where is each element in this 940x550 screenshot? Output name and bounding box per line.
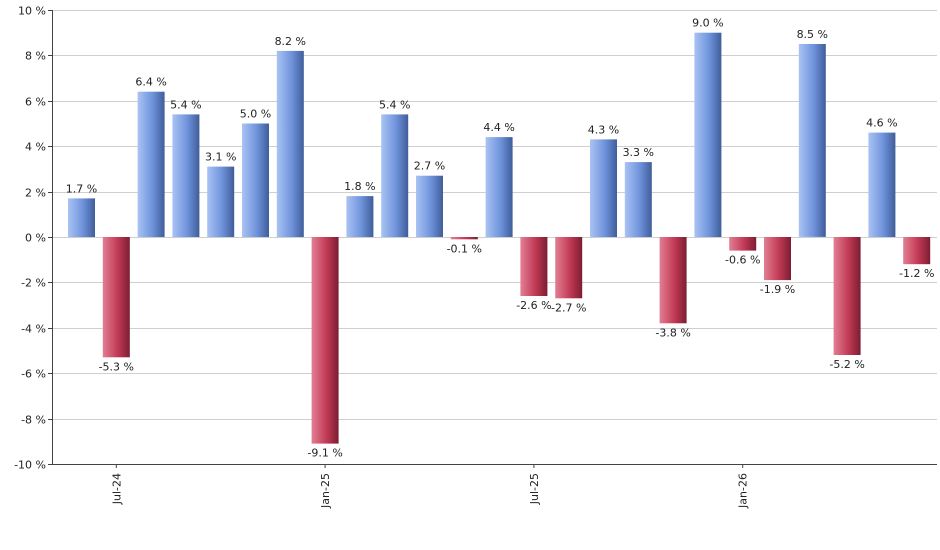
- axes: 10 % 8 % 6 % 4 % 2 % 0 % -2 % -4 % -6 % -8 % -10 %…: [14, 5, 937, 509]
- bar-value-label: 3.1 %: [205, 151, 236, 164]
- bar-value-label: -0.6 %: [725, 254, 760, 267]
- bar-value-label: -2.6 %: [516, 299, 551, 312]
- y-tick-label: 4 %: [25, 141, 46, 154]
- bar-value-label: -2.7 %: [551, 301, 586, 314]
- bar-value-label: 3.3 %: [623, 146, 654, 159]
- bar-value-label: -5.2 %: [829, 358, 864, 371]
- bar-value-label: 5.0 %: [240, 108, 271, 121]
- bar: [172, 114, 200, 237]
- x-tick-label: Jan-26: [737, 473, 750, 509]
- bar: [207, 166, 235, 237]
- bar-value-label: 1.8 %: [344, 180, 375, 193]
- bar: [346, 196, 374, 237]
- bar-value-label: -1.9 %: [760, 283, 795, 296]
- bar: [242, 123, 269, 237]
- y-tick-label: 6 %: [25, 96, 46, 109]
- bar: [450, 237, 478, 240]
- bar-value-label: -1.2 %: [899, 267, 934, 280]
- bar: [590, 139, 617, 237]
- bar: [868, 132, 896, 237]
- bar-value-label: -0.1 %: [447, 242, 482, 255]
- bar-value-label: 5.4 %: [170, 98, 201, 111]
- bar-value-label: 4.4 %: [483, 121, 514, 134]
- bar: [903, 237, 931, 265]
- bar-value-label: -5.3 %: [99, 360, 134, 373]
- bar: [624, 162, 652, 237]
- bar: [659, 237, 687, 324]
- bar: [520, 237, 548, 296]
- y-tick-label: 0 %: [25, 232, 46, 245]
- bar-value-label: 5.4 %: [379, 98, 410, 111]
- x-tick-label: Jan-25: [319, 473, 332, 509]
- x-tick-label: Jul-25: [528, 473, 541, 505]
- bar: [416, 175, 443, 237]
- bar-value-label: 9.0 %: [692, 17, 723, 30]
- y-tick-label: -6 %: [21, 368, 46, 381]
- value-labels: 1.7 % -5.3 % 6.4 % 5.4 % 3.1 % 5.0 % 8.2 % -9.1…: [66, 17, 935, 460]
- x-tick-label: Jul-24: [110, 473, 123, 505]
- bar: [311, 237, 339, 444]
- bar-value-label: 1.7 %: [66, 182, 97, 195]
- bar-value-label: 2.7 %: [414, 160, 445, 173]
- bar: [485, 137, 513, 237]
- bar: [381, 114, 409, 237]
- bar-value-label: 8.2 %: [275, 35, 306, 48]
- bar-value-label: 4.6 %: [866, 117, 897, 130]
- bars: [68, 32, 931, 444]
- y-tick-label: -8 %: [21, 414, 46, 427]
- y-tick-label: -4 %: [21, 323, 46, 336]
- bar: [102, 237, 130, 358]
- bar: [276, 50, 304, 238]
- y-tick-label: 2 %: [25, 187, 46, 200]
- bar: [798, 44, 826, 237]
- bar-value-label: -9.1 %: [307, 447, 342, 460]
- bar: [833, 237, 861, 355]
- bar-value-label: -3.8 %: [655, 326, 690, 339]
- bar: [729, 237, 757, 251]
- bar: [555, 237, 583, 299]
- y-tick-label: 10 %: [18, 5, 46, 18]
- y-tick-label: -2 %: [21, 277, 46, 290]
- bar: [68, 198, 95, 237]
- bar: [694, 32, 722, 238]
- bar-value-label: 4.3 %: [588, 123, 619, 136]
- bar: [764, 237, 791, 281]
- bar: [137, 91, 165, 237]
- y-tick-label: 8 %: [25, 50, 46, 63]
- y-tick-label: -10 %: [14, 459, 46, 472]
- bar-value-label: 8.5 %: [797, 28, 828, 41]
- bar-value-label: 6.4 %: [135, 76, 166, 89]
